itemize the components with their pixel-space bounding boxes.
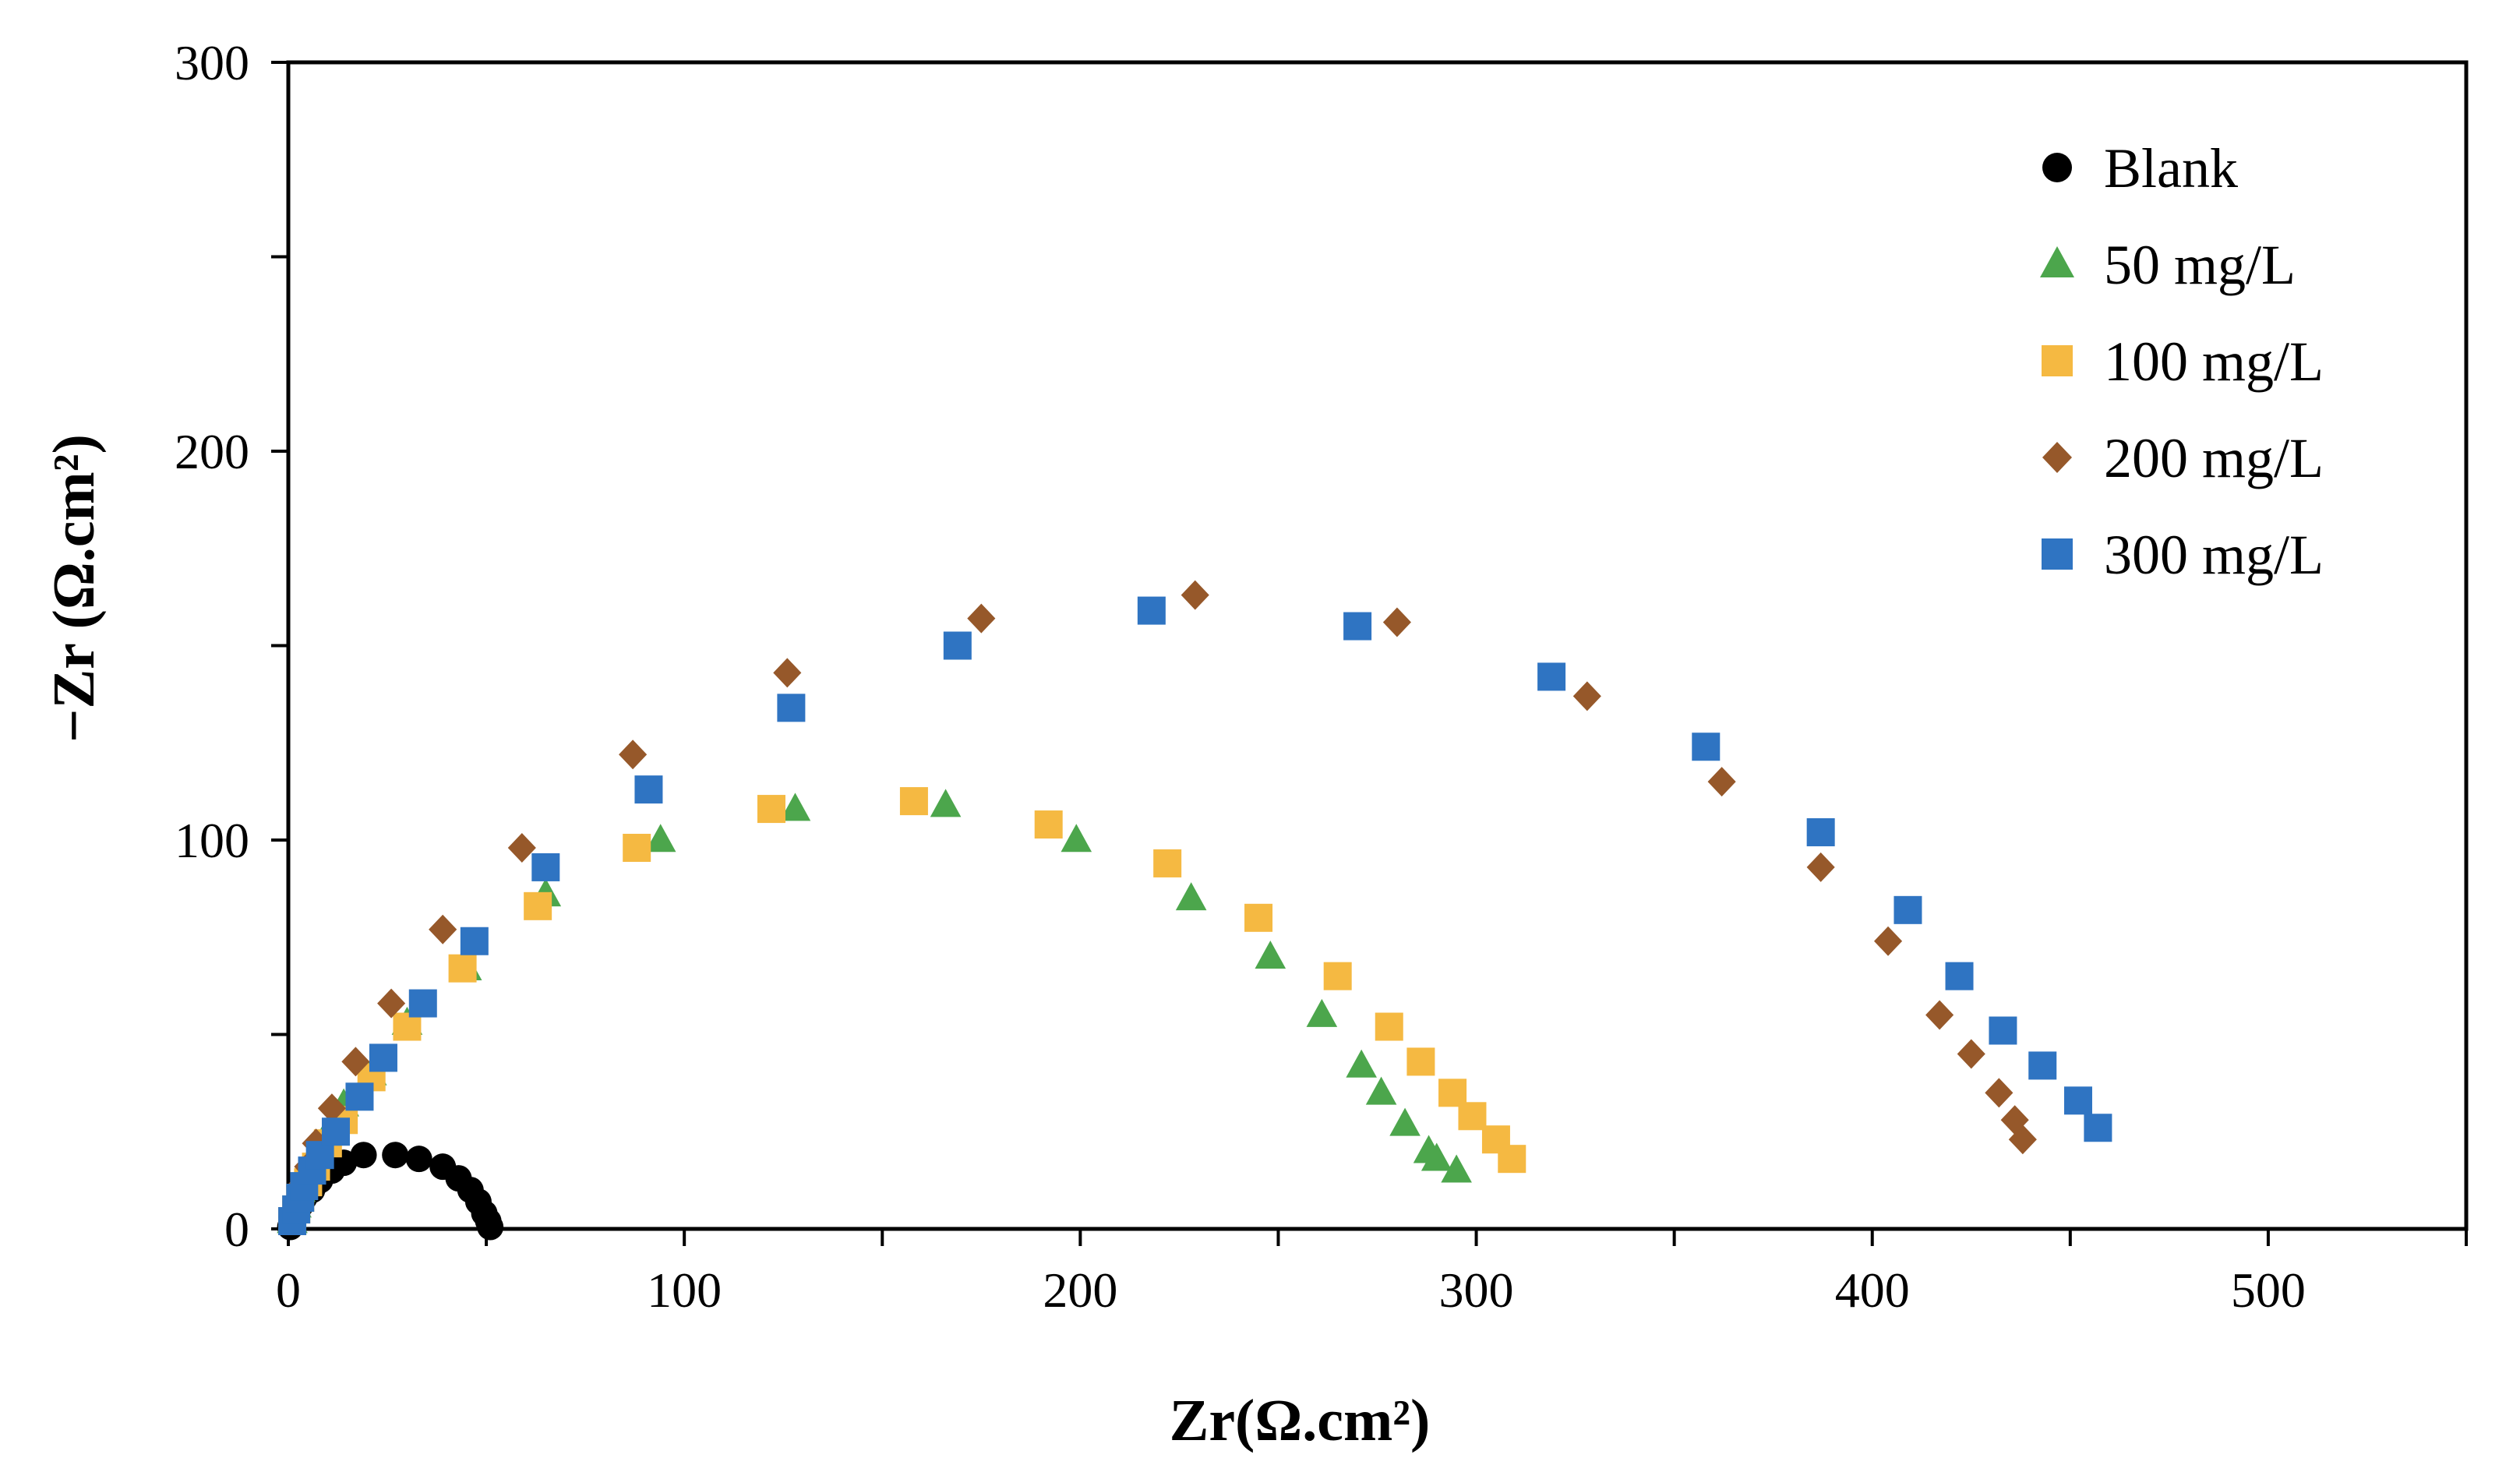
data-point xyxy=(1537,662,1566,691)
x-tick-label: 300 xyxy=(1439,1262,1514,1318)
data-point xyxy=(1181,580,1209,610)
data-point xyxy=(1874,926,1903,956)
data-point xyxy=(1806,852,1835,882)
data-point xyxy=(1255,941,1286,969)
data-point xyxy=(460,927,489,955)
y-tick-label: 300 xyxy=(175,35,249,90)
data-point xyxy=(2084,1114,2112,1142)
legend-label: Blank xyxy=(2104,137,2238,199)
legend-marker xyxy=(2040,246,2074,277)
data-point xyxy=(1692,733,1721,761)
data-point xyxy=(1458,1102,1487,1131)
data-point xyxy=(1925,1000,1954,1030)
axes: 0 100 200 300 400 500 0 100 200 300 xyxy=(175,35,2468,1318)
data-point xyxy=(524,891,552,920)
legend-marker xyxy=(2042,345,2073,376)
data-point xyxy=(1306,998,1338,1027)
x-tick-label: 400 xyxy=(1835,1262,1910,1318)
x-tick-label: 500 xyxy=(2231,1262,2306,1318)
data-point xyxy=(930,789,962,817)
y-tick-label: 200 xyxy=(175,424,249,479)
data-point xyxy=(1365,1076,1397,1105)
data-point xyxy=(1382,607,1411,637)
legend-label: 100 mg/L xyxy=(2104,330,2324,393)
data-point xyxy=(1894,895,1922,924)
data-point xyxy=(779,793,811,821)
data-point xyxy=(448,954,477,983)
y-tick-label: 0 xyxy=(224,1202,249,1257)
data-point xyxy=(899,787,928,816)
data-point xyxy=(619,740,648,770)
data-point xyxy=(777,694,806,722)
data-point xyxy=(341,1047,370,1077)
legend-label: 300 mg/L xyxy=(2104,524,2324,586)
data-point xyxy=(1153,849,1182,877)
data-point xyxy=(350,1142,377,1169)
y-axis-title: −Zr (Ω.cm²) xyxy=(41,434,107,743)
legend-label: 200 mg/L xyxy=(2104,427,2324,489)
data-point xyxy=(1137,596,1166,625)
data-point xyxy=(634,775,663,804)
data-point xyxy=(531,853,560,881)
data-point xyxy=(1343,612,1372,641)
legend: Blank 50 mg/L 100 mg/L 200 mg/L 300 mg/L xyxy=(2040,137,2324,586)
data-point xyxy=(1985,1078,2014,1108)
data-point xyxy=(967,603,996,634)
data-point xyxy=(1375,1012,1403,1041)
data-point xyxy=(408,989,437,1018)
data-point xyxy=(1323,962,1352,990)
y-tick-label: 100 xyxy=(175,813,249,868)
data-point xyxy=(2063,1086,2092,1115)
data-point xyxy=(369,1043,397,1072)
series-300-mg-l xyxy=(278,596,2112,1236)
data-point xyxy=(1572,681,1601,711)
data-point xyxy=(321,1117,350,1146)
data-point xyxy=(1441,1154,1472,1183)
data-point xyxy=(2028,1051,2057,1080)
data-point xyxy=(377,988,406,1018)
legend-marker xyxy=(2042,153,2072,182)
data-point xyxy=(1957,1039,1985,1069)
data-point xyxy=(507,832,536,863)
x-tick-label: 0 xyxy=(276,1262,301,1318)
data-marks xyxy=(277,580,2112,1241)
data-point xyxy=(345,1082,374,1111)
x-tick-label: 100 xyxy=(647,1262,722,1318)
legend-label: 50 mg/L xyxy=(2104,234,2296,296)
data-point xyxy=(943,631,972,660)
data-point xyxy=(1945,962,1974,990)
legend-marker xyxy=(2042,538,2073,570)
data-point xyxy=(1244,903,1273,932)
data-point xyxy=(405,1146,432,1173)
data-point xyxy=(317,1093,346,1124)
data-point xyxy=(1034,810,1063,839)
data-point xyxy=(382,1142,409,1169)
data-point xyxy=(757,795,785,824)
data-point xyxy=(623,833,651,862)
legend-marker xyxy=(2042,442,2072,473)
data-point xyxy=(1806,818,1835,847)
data-point xyxy=(1498,1145,1526,1174)
data-point xyxy=(644,824,676,853)
data-point xyxy=(429,914,457,944)
data-point xyxy=(477,1213,504,1241)
data-point xyxy=(1421,1142,1452,1171)
data-point xyxy=(1346,1049,1377,1078)
data-point xyxy=(1175,882,1207,911)
x-tick-label: 200 xyxy=(1043,1262,1117,1318)
data-point xyxy=(773,658,802,688)
data-point xyxy=(2000,1105,2029,1135)
x-axis-title: Zr(Ω.cm²) xyxy=(1170,1388,1431,1453)
data-point xyxy=(1389,1107,1421,1136)
data-point xyxy=(1707,767,1736,797)
data-point xyxy=(1406,1047,1435,1076)
data-point xyxy=(1061,824,1092,853)
data-point xyxy=(1989,1016,2017,1045)
data-point xyxy=(2008,1124,2037,1155)
